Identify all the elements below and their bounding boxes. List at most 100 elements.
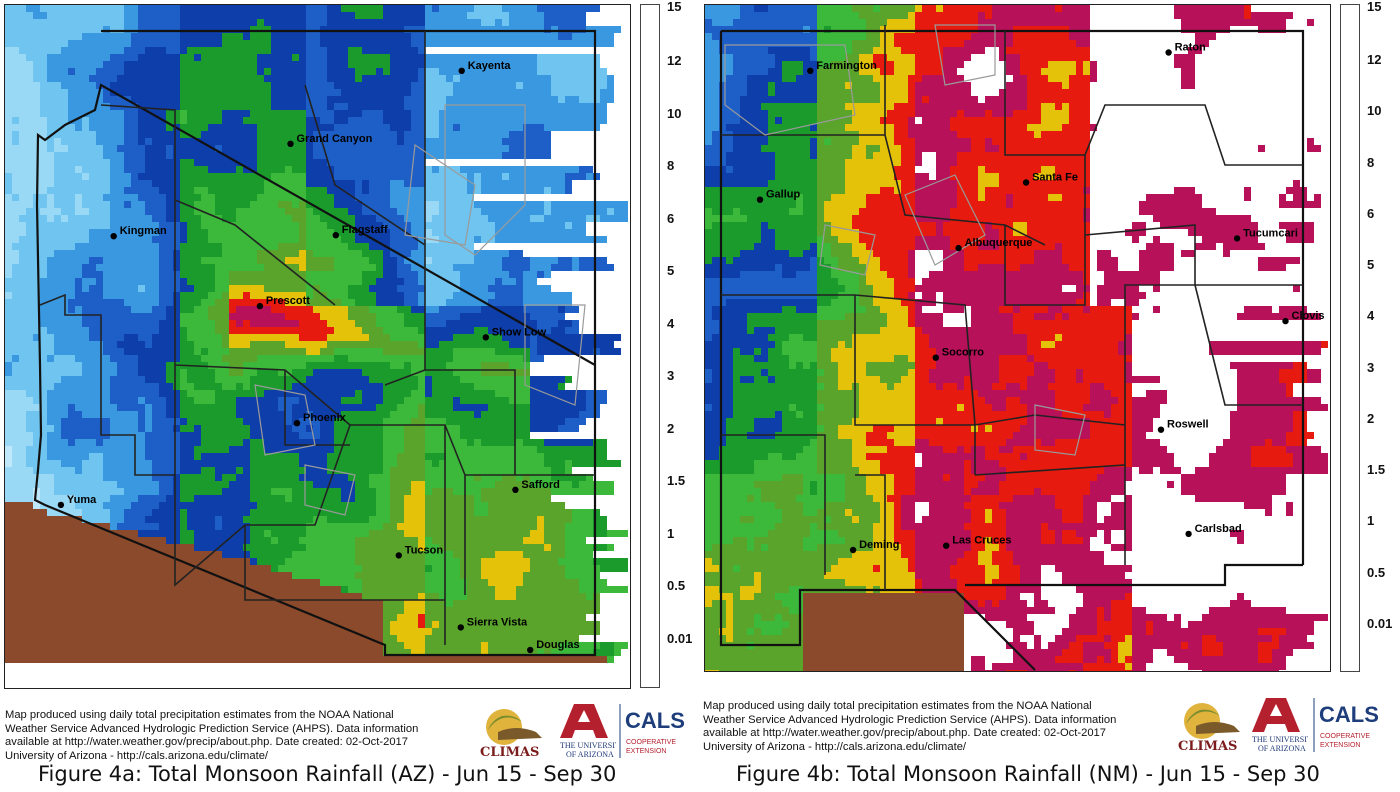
arizona-map-canvas: Kayenta Grand Canyon Kingman Flagstaff Presc… <box>5 5 628 663</box>
legend-tick-1: 12 <box>1367 52 1382 68</box>
cals-wordmark: CALS <box>625 708 685 733</box>
legend-tick-3: 8 <box>1367 154 1375 170</box>
legend-tick-7: 3 <box>1367 359 1375 375</box>
city-label-clovis: Clovis <box>1292 310 1325 322</box>
city-dot-carlsbad[interactable] <box>1185 530 1192 538</box>
city-dot-sierra-vista[interactable] <box>457 624 464 631</box>
ua-line-1: THE UNIVERSITY <box>560 741 616 750</box>
city-label-prescott: Prescott <box>266 295 310 307</box>
city-dot-kayenta[interactable] <box>458 67 465 74</box>
legend-tick-5: 5 <box>667 263 675 279</box>
city-dot-phoenix[interactable] <box>293 420 301 427</box>
legend-tick-9: 1.5 <box>667 473 686 489</box>
city-dot-kingman[interactable] <box>110 233 117 240</box>
city-dot-albuquerque[interactable] <box>955 244 962 252</box>
city-label-albuquerque: Albuquerque <box>965 237 1033 249</box>
arizona-county-borders <box>33 29 597 657</box>
city-dot-douglas[interactable] <box>527 646 534 654</box>
nm-city-markers: Farmington Raton Santa Fe Gallup Albuquerque… <box>756 42 1325 554</box>
city-dot-safford[interactable] <box>512 486 519 493</box>
city-label-phoenix: Phoenix <box>303 412 347 424</box>
city-label-santa-fe: Santa Fe <box>1032 172 1078 184</box>
new-mexico-reservation-borders <box>724 24 1086 456</box>
sun-swirl-icon <box>1184 703 1240 739</box>
university-of-arizona-logo: THE UNIVERSITY OF ARIZONA <box>1252 698 1308 753</box>
legend-tick-2: 10 <box>1367 103 1382 119</box>
arizona-figure-caption: Figure 4a: Total Monsoon Rainfall (AZ) -… <box>38 762 617 786</box>
legend-tick-9: 1.5 <box>1367 462 1386 478</box>
arizona-reservation-borders <box>254 104 586 516</box>
ua-line-2: OF ARIZONA <box>566 750 614 759</box>
city-label-kayenta: Kayenta <box>468 60 512 72</box>
panel-arizona: Kayenta Grand Canyon Kingman Flagstaff Presc… <box>4 0 693 786</box>
legend-tick-2: 10 <box>667 105 682 121</box>
city-dot-prescott[interactable] <box>256 302 264 310</box>
legend-tick-1: 12 <box>667 53 682 69</box>
city-label-tucumcari: Tucumcari <box>1243 227 1298 239</box>
legend-tick-6: 4 <box>667 315 675 331</box>
new-mexico-rainfall-map[interactable]: Farmington Raton Santa Fe Gallup Albuquerque… <box>704 4 1331 672</box>
city-dot-tucumcari[interactable] <box>1233 235 1241 242</box>
climas-logo: CLIMAS <box>480 709 542 760</box>
city-dot-socorro[interactable] <box>932 354 939 361</box>
cals-line-1: COOPERATIVE <box>626 739 676 746</box>
legend-tick-4: 6 <box>667 210 675 226</box>
legend-tick-12: 0.01 <box>1367 615 1393 631</box>
city-label-roswell: Roswell <box>1167 419 1209 431</box>
legend-tick-8: 2 <box>667 420 675 436</box>
city-dot-las-cruces[interactable] <box>943 542 950 549</box>
city-label-douglas: Douglas <box>536 639 579 651</box>
city-dot-roswell[interactable] <box>1157 426 1165 433</box>
legend-tick-11: 0.5 <box>667 578 686 594</box>
city-label-carlsbad: Carlsbad <box>1195 523 1242 535</box>
city-dot-raton[interactable] <box>1165 49 1172 56</box>
city-dot-farmington[interactable] <box>807 67 814 74</box>
legend-tick-8: 2 <box>1367 410 1375 426</box>
cals-wordmark: CALS <box>1319 702 1379 727</box>
city-dot-show-low[interactable] <box>482 334 489 341</box>
legend-tick-12: 0.01 <box>667 630 693 646</box>
city-label-deming: Deming <box>859 539 899 551</box>
city-dot-gallup[interactable] <box>756 196 764 203</box>
city-label-safford: Safford <box>521 479 560 491</box>
new-mexico-map-canvas: Farmington Raton Santa Fe Gallup Albuquerque… <box>705 5 1328 671</box>
city-dot-deming[interactable] <box>849 546 857 554</box>
legend-tick-6: 4 <box>1367 308 1375 324</box>
climas-wordmark: CLIMAS <box>1178 739 1237 754</box>
legend-tick-5: 5 <box>1367 257 1375 273</box>
climas-logo: CLIMAS <box>1178 703 1240 754</box>
city-label-yuma: Yuma <box>67 494 97 506</box>
block-a-icon <box>560 704 608 738</box>
city-dot-grand-canyon[interactable] <box>287 140 294 147</box>
city-dot-clovis[interactable] <box>1282 317 1289 325</box>
footer-line-4: University of Arizona - http://cals.ariz… <box>703 740 967 753</box>
city-dot-yuma[interactable] <box>57 501 65 509</box>
university-of-arizona-logo: THE UNIVERSITY OF ARIZONA <box>560 704 616 759</box>
arizona-legend-colorbar <box>640 4 660 688</box>
cals-logo: CALS COOPERATIVE EXTENSION <box>1313 698 1379 752</box>
new-mexico-county-borders <box>719 25 1305 671</box>
footer-line-4: University of Arizona - http://cals.ariz… <box>5 749 269 762</box>
new-mexico-legend-swatches <box>1341 5 1359 671</box>
footer-line-1: Map produced using daily total precipita… <box>5 709 394 721</box>
footer-line-2: Weather Service Advanced Hydrologic Pred… <box>5 722 419 735</box>
arizona-rainfall-map[interactable]: Kayenta Grand Canyon Kingman Flagstaff Presc… <box>4 4 631 689</box>
city-label-show-low: Show Low <box>492 326 547 338</box>
legend-tick-3: 8 <box>667 158 675 174</box>
footer-line-1: Map produced using daily total precipita… <box>703 700 1092 712</box>
panel-new-mexico: Farmington Raton Santa Fe Gallup Albuquerque… <box>700 0 1400 792</box>
cals-line-1: COOPERATIVE <box>1320 733 1370 740</box>
city-label-kingman: Kingman <box>120 225 167 237</box>
legend-tick-0: 15 <box>667 0 682 14</box>
city-label-sierra-vista: Sierra Vista <box>467 616 528 628</box>
arizona-legend-swatches <box>641 5 659 687</box>
ua-line-1: THE UNIVERSITY <box>1252 735 1308 744</box>
city-dot-santa-fe[interactable] <box>1022 179 1030 186</box>
city-dot-tucson[interactable] <box>395 552 402 559</box>
footer-line-3: available at http://water.weather.gov/pr… <box>5 736 408 748</box>
block-a-icon <box>1252 698 1300 732</box>
city-label-tucson: Tucson <box>405 544 444 556</box>
city-label-gallup: Gallup <box>766 189 801 201</box>
ua-line-2: OF ARIZONA <box>1258 744 1306 753</box>
city-dot-flagstaff[interactable] <box>332 232 339 239</box>
